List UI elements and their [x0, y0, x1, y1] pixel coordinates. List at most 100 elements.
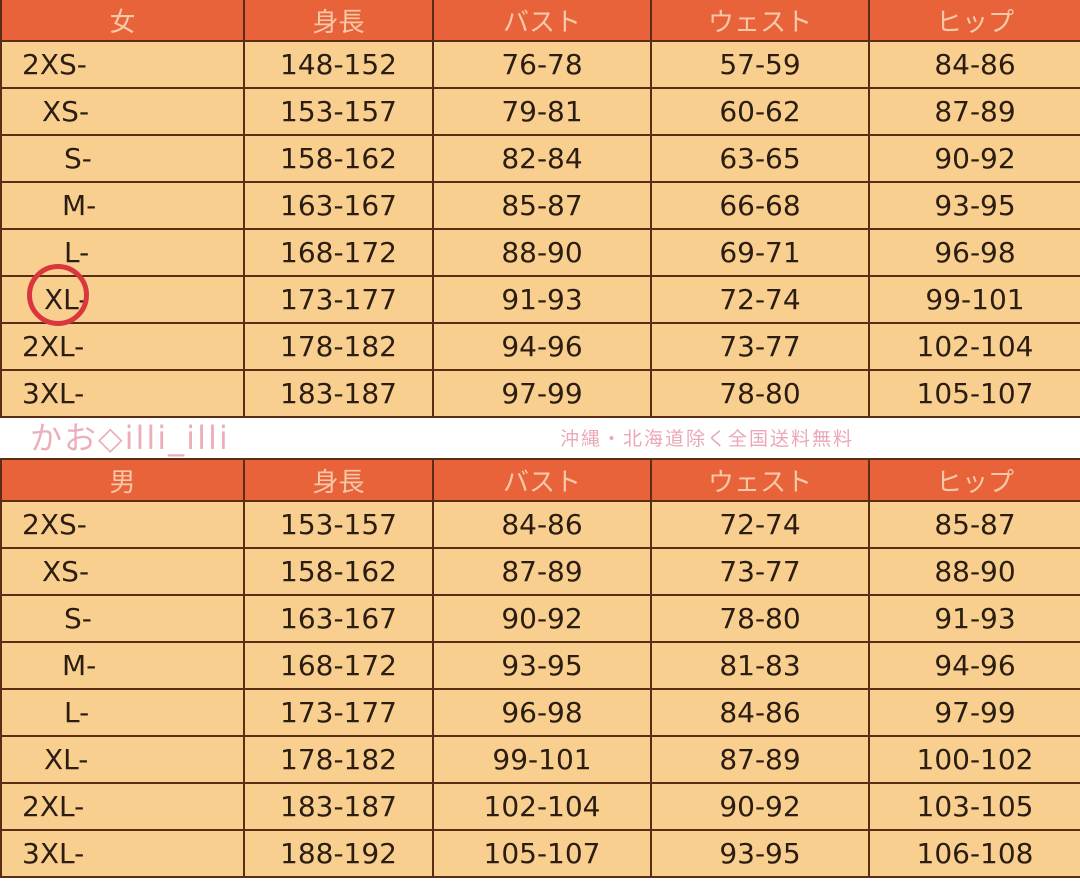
size-cell: 2XS-: [0, 40, 245, 89]
measurement-cell: 97-99: [868, 688, 1080, 737]
size-cell: XL-: [0, 735, 245, 784]
watermark-note: 沖縄・北海道除く全国送料無料: [560, 428, 855, 450]
size-cell: 2XS-: [0, 500, 245, 549]
table-row: XS- 158-162 87-89 73-77 88-90: [0, 547, 1080, 596]
size-cell: 3XL-: [0, 369, 245, 418]
measurement-cell: 87-89: [432, 547, 652, 596]
measurement-cell: 99-101: [432, 735, 652, 784]
measurement-cell: 163-167: [243, 181, 434, 230]
table-row: M- 163-167 85-87 66-68 93-95: [0, 181, 1080, 230]
table-row: 2XL- 183-187 102-104 90-92 103-105: [0, 782, 1080, 831]
men-size-table: 男身長 バスト ウェスト ヒップ 2XS- 153-157 84-86 72-74 85-87…: [0, 458, 1080, 878]
measurement-cell: 82-84: [432, 134, 652, 183]
measurement-cell: 178-182: [243, 322, 434, 371]
measurement-cell: 148-152: [243, 40, 434, 89]
column-header: ウェスト: [650, 458, 870, 502]
measurement-cell: 90-92: [650, 782, 870, 831]
measurement-cell: 72-74: [650, 500, 870, 549]
column-header: ヒップ: [868, 0, 1080, 42]
measurement-cell: 173-177: [243, 688, 434, 737]
size-cell: 3XL-: [0, 829, 245, 878]
measurement-cell: 106-108: [868, 829, 1080, 878]
size-cell: 2XL-: [0, 322, 245, 371]
measurement-cell: 100-102: [868, 735, 1080, 784]
measurement-cell: 88-90: [432, 228, 652, 277]
column-header: バスト: [432, 0, 652, 42]
table-row: L- 173-177 96-98 84-86 97-99: [0, 688, 1080, 737]
measurement-cell: 188-192: [243, 829, 434, 878]
measurement-cell: 153-157: [243, 87, 434, 136]
measurement-cell: 78-80: [650, 369, 870, 418]
table-row: S- 158-162 82-84 63-65 90-92: [0, 134, 1080, 183]
size-cell: M-: [0, 641, 245, 690]
measurement-cell: 183-187: [243, 369, 434, 418]
size-cell: XS-: [0, 547, 245, 596]
women-size-table: 女身長 バスト ウェスト ヒップ 2XS- 148-152 76-78 57-59 84-86…: [0, 0, 1080, 418]
measurement-cell: 105-107: [868, 369, 1080, 418]
measurement-cell: 93-95: [650, 829, 870, 878]
measurement-cell: 73-77: [650, 547, 870, 596]
size-cell: S-: [0, 594, 245, 643]
measurement-cell: 91-93: [868, 594, 1080, 643]
measurement-cell: 84-86: [432, 500, 652, 549]
measurement-cell: 73-77: [650, 322, 870, 371]
measurement-cell: 91-93: [432, 275, 652, 324]
table-header: 女身長 バスト ウェスト ヒップ: [0, 0, 1080, 42]
table-row: S- 163-167 90-92 78-80 91-93: [0, 594, 1080, 643]
measurement-cell: 163-167: [243, 594, 434, 643]
size-cell: L-: [0, 228, 245, 277]
column-header: 身長: [243, 0, 434, 42]
measurement-cell: 63-65: [650, 134, 870, 183]
measurement-cell: 87-89: [868, 87, 1080, 136]
measurement-cell: 93-95: [432, 641, 652, 690]
measurement-cell: 102-104: [432, 782, 652, 831]
column-header: ヒップ: [868, 458, 1080, 502]
measurement-cell: 78-80: [650, 594, 870, 643]
table-row: M- 168-172 93-95 81-83 94-96: [0, 641, 1080, 690]
measurement-cell: 76-78: [432, 40, 652, 89]
table-row: XL- 178-182 99-101 87-89 100-102: [0, 735, 1080, 784]
measurement-cell: 178-182: [243, 735, 434, 784]
measurement-cell: 93-95: [868, 181, 1080, 230]
table-row: L- 168-172 88-90 69-71 96-98: [0, 228, 1080, 277]
measurement-cell: 96-98: [432, 688, 652, 737]
table-row: 3XL- 188-192 105-107 93-95 106-108: [0, 829, 1080, 878]
table-row: XL- 173-177 91-93 72-74 99-101: [0, 275, 1080, 324]
measurement-cell: 168-172: [243, 641, 434, 690]
measurement-cell: 69-71: [650, 228, 870, 277]
table-row: 2XS- 153-157 84-86 72-74 85-87: [0, 500, 1080, 549]
measurement-cell: 87-89: [650, 735, 870, 784]
column-header: 身長: [243, 458, 434, 502]
measurement-cell: 105-107: [432, 829, 652, 878]
size-cell: S-: [0, 134, 245, 183]
measurement-cell: 97-99: [432, 369, 652, 418]
measurement-cell: 102-104: [868, 322, 1080, 371]
column-header: バスト: [432, 458, 652, 502]
measurement-cell: 81-83: [650, 641, 870, 690]
measurement-cell: 85-87: [868, 500, 1080, 549]
measurement-cell: 72-74: [650, 275, 870, 324]
column-header: 女: [0, 0, 245, 42]
measurement-cell: 158-162: [243, 134, 434, 183]
table-header: 男身長 バスト ウェスト ヒップ: [0, 458, 1080, 502]
column-header: 男: [0, 458, 245, 502]
watermark-name: かお◇illi_illi: [30, 419, 230, 457]
column-header: ウェスト: [650, 0, 870, 42]
measurement-cell: 103-105: [868, 782, 1080, 831]
measurement-cell: 57-59: [650, 40, 870, 89]
measurement-cell: 79-81: [432, 87, 652, 136]
measurement-cell: 158-162: [243, 547, 434, 596]
measurement-cell: 168-172: [243, 228, 434, 277]
measurement-cell: 94-96: [868, 641, 1080, 690]
size-cell: M-: [0, 181, 245, 230]
table-row: XS- 153-157 79-81 60-62 87-89: [0, 87, 1080, 136]
measurement-cell: 84-86: [868, 40, 1080, 89]
table-row: 2XS- 148-152 76-78 57-59 84-86: [0, 40, 1080, 89]
measurement-cell: 183-187: [243, 782, 434, 831]
measurement-cell: 66-68: [650, 181, 870, 230]
measurement-cell: 84-86: [650, 688, 870, 737]
measurement-cell: 99-101: [868, 275, 1080, 324]
measurement-cell: 60-62: [650, 87, 870, 136]
measurement-cell: 94-96: [432, 322, 652, 371]
measurement-cell: 96-98: [868, 228, 1080, 277]
